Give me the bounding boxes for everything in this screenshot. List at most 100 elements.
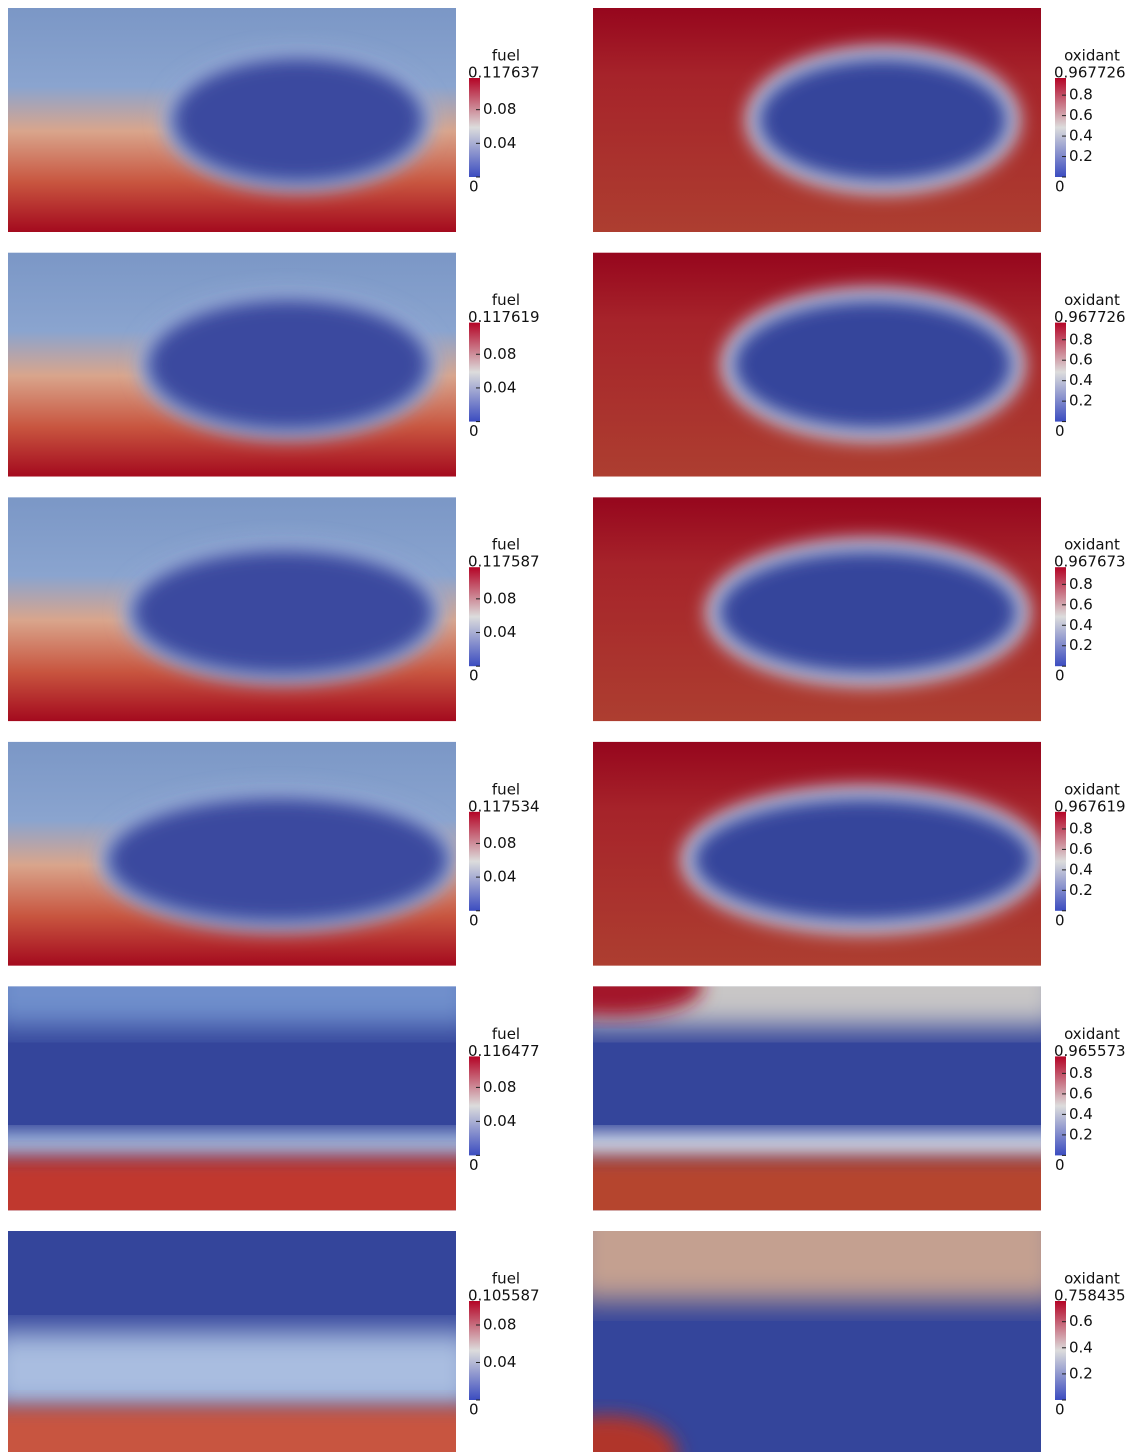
- colorbar-tick-label: 0.08: [483, 345, 516, 363]
- colorbar-title: oxidant: [1064, 47, 1120, 65]
- colorbar-title: fuel: [492, 291, 520, 309]
- colorbar-tick-label: 0: [469, 911, 479, 929]
- colorbar: [469, 78, 480, 177]
- field-image: [8, 741, 456, 966]
- colorbar-tick-label: 0: [469, 1401, 479, 1419]
- colorbar-tick-label: 0.2: [1069, 1125, 1093, 1143]
- corner: [593, 986, 703, 1017]
- colorbar-tick-label: 0.04: [483, 134, 516, 152]
- colorbar-tick-label: 0.04: [483, 623, 516, 641]
- bottom-band: [8, 1406, 456, 1452]
- colorbar-tick-label: 0.4: [1069, 127, 1093, 145]
- colorbar-tick-label: 0: [1055, 667, 1065, 685]
- colorbar-title: fuel: [492, 536, 520, 554]
- colorbar-tick-label: 0: [1055, 178, 1065, 196]
- colorbar-max: 0.117534: [468, 797, 540, 815]
- colorbar-tick-label: 0: [469, 422, 479, 440]
- field-image: [8, 252, 456, 477]
- colorbar-tick-label: 0: [469, 178, 479, 196]
- colorbar-tick-label: 0.04: [483, 378, 516, 396]
- colorbar-tick-label: 0.2: [1069, 881, 1093, 899]
- colorbar-tick-label: 0.6: [1069, 1084, 1093, 1102]
- colorbar: [1055, 811, 1066, 911]
- colorbar-max: 0.967726: [1054, 64, 1126, 82]
- colorbar-max: 0.967619: [1054, 797, 1126, 815]
- bottom-band: [8, 1156, 456, 1211]
- colorbar-max: 0.758435: [1054, 1287, 1126, 1305]
- colorbar-tick-label: 0.6: [1069, 351, 1093, 369]
- colorbar: [1055, 78, 1066, 177]
- colorbar-tick-label: 0.8: [1069, 1064, 1093, 1082]
- colorbar: [469, 811, 480, 911]
- field-image: [593, 252, 1041, 477]
- colorbar-max: 0.965573: [1054, 1042, 1126, 1060]
- colorbar-tick-label: 0: [469, 667, 479, 685]
- colorbar-tick-label: 0.8: [1069, 819, 1093, 837]
- colorbar-max: 0.967726: [1054, 308, 1126, 326]
- colorbar-title: fuel: [492, 1270, 520, 1288]
- blob: [133, 550, 433, 675]
- colorbar-tick-label: 0.08: [483, 100, 516, 118]
- colorbar-tick-label: 0.2: [1069, 636, 1093, 654]
- colorbar-tick-label: 0.8: [1069, 330, 1093, 348]
- top-band: [593, 1231, 1041, 1301]
- blob: [108, 797, 448, 922]
- colorbar: [1055, 567, 1066, 667]
- colorbar-max: 0.117619: [468, 308, 540, 326]
- colorbar-tick-label: 0: [1055, 1156, 1065, 1174]
- colorbar-tick-label: 0.2: [1069, 1364, 1093, 1382]
- colorbar-max: 0.105587: [468, 1287, 540, 1305]
- bottom-band: [593, 1156, 1041, 1211]
- field-image: [8, 1231, 456, 1452]
- field-image: [8, 986, 456, 1211]
- blob: [758, 58, 1008, 182]
- colorbar-tick-label: 0.6: [1069, 1312, 1093, 1330]
- field-image: [593, 1231, 1041, 1452]
- colorbar-title: oxidant: [1064, 291, 1120, 309]
- blob: [718, 550, 1018, 675]
- colorbar-title: fuel: [492, 47, 520, 65]
- blob: [173, 58, 423, 182]
- colorbar: [1055, 322, 1066, 422]
- colorbar-tick-label: 0.2: [1069, 392, 1093, 410]
- field-image: [593, 986, 1041, 1211]
- field-image: [8, 497, 456, 722]
- colorbar-max: 0.117637: [468, 64, 540, 82]
- colorbar: [469, 322, 480, 422]
- colorbar-max: 0.117587: [468, 553, 540, 571]
- colorbar: [469, 1301, 480, 1400]
- field-image: [593, 741, 1041, 966]
- blob: [733, 299, 1013, 430]
- corner: [593, 1415, 678, 1452]
- colorbar: [469, 1056, 480, 1156]
- colorbar-tick-label: 0.08: [483, 1315, 516, 1333]
- colorbar-tick-label: 0.08: [483, 834, 516, 852]
- colorbar-tick-label: 0.6: [1069, 595, 1093, 613]
- colorbar-title: fuel: [492, 780, 520, 798]
- colorbar-tick-label: 0.6: [1069, 840, 1093, 858]
- colorbar-max: 0.116477: [468, 1042, 540, 1060]
- colorbar-tick-label: 0.2: [1069, 147, 1093, 165]
- colorbar-tick-label: 0.04: [483, 1353, 516, 1371]
- colorbar-tick-label: 0: [1055, 911, 1065, 929]
- colorbar-max: 0.967673: [1054, 553, 1126, 571]
- mid-band: [8, 1331, 456, 1411]
- colorbar: [469, 567, 480, 667]
- colorbar-tick-label: 0.4: [1069, 616, 1093, 634]
- field-image: [593, 8, 1041, 232]
- colorbar: [1055, 1301, 1066, 1400]
- colorbar-tick-label: 0.04: [483, 868, 516, 886]
